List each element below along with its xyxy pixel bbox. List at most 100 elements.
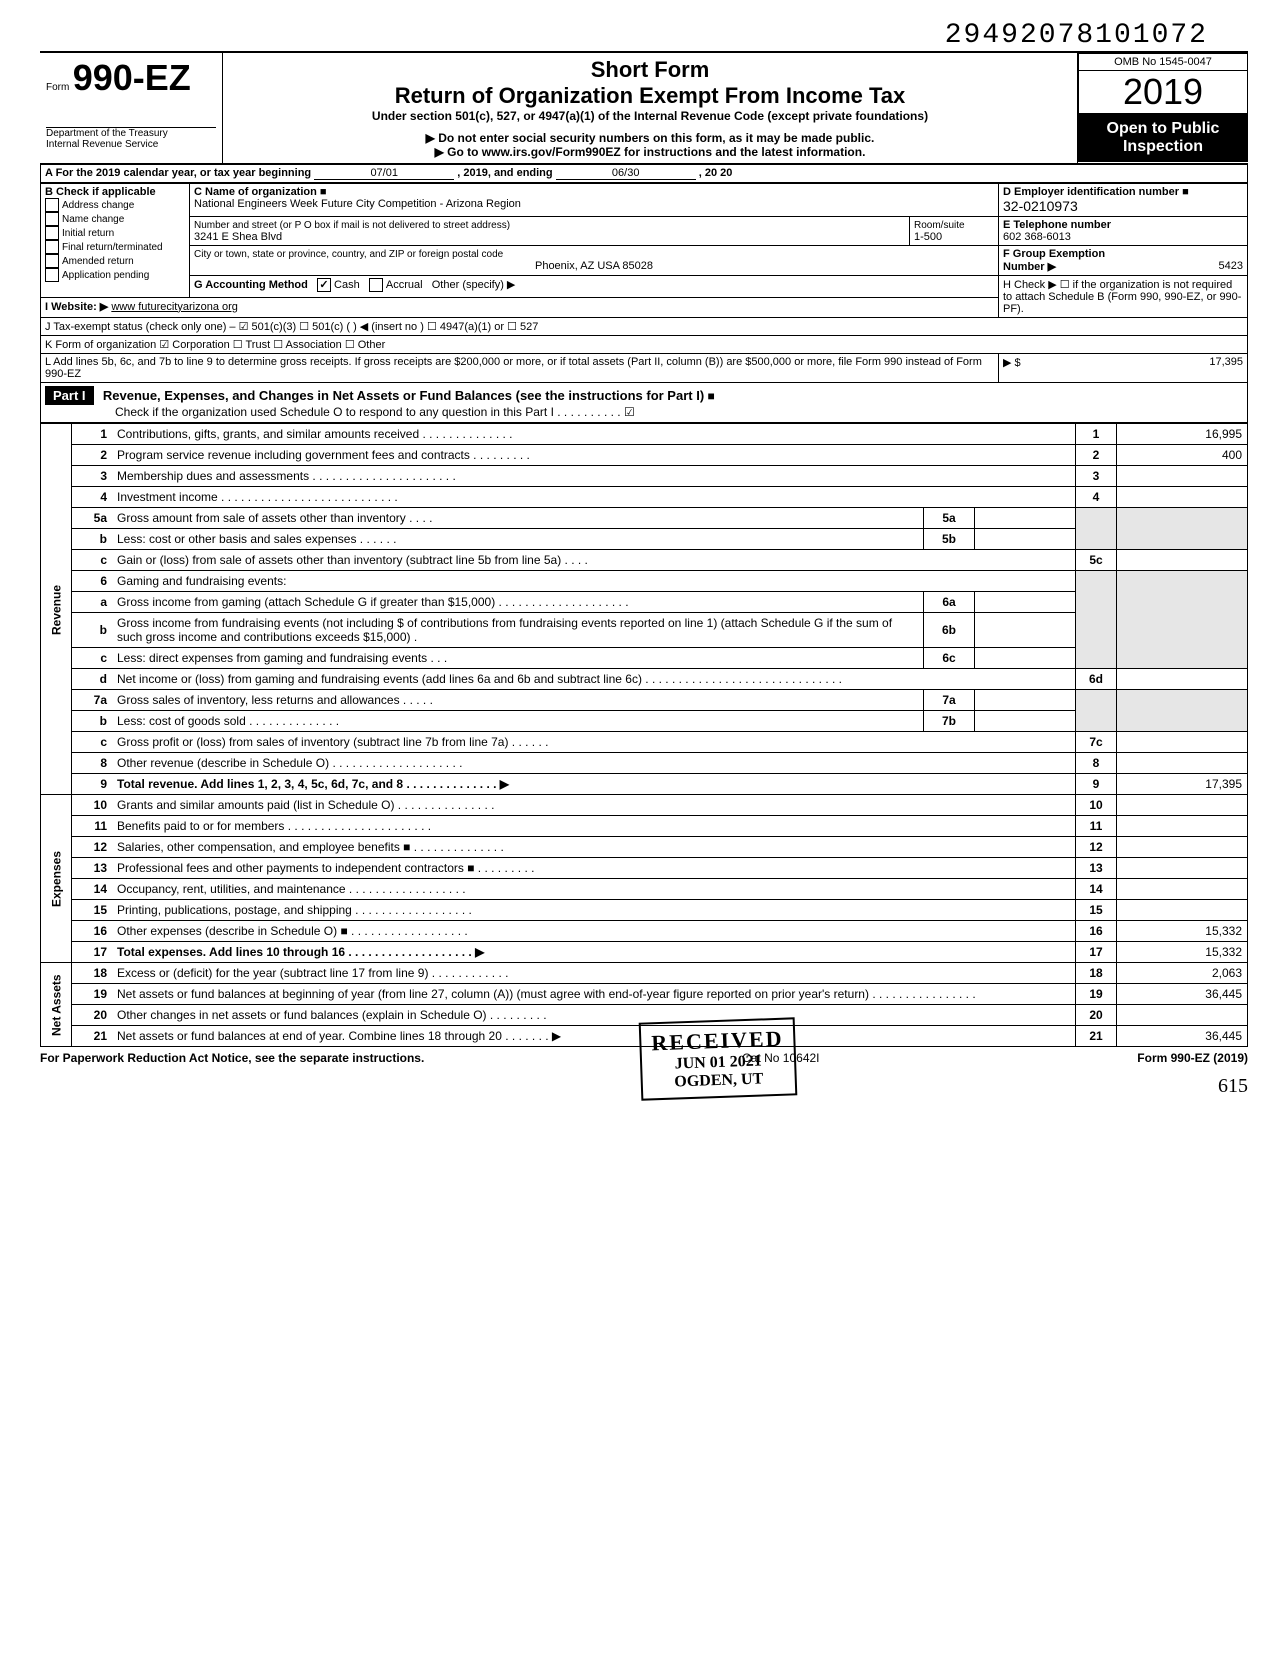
footer-right: Form 990-EZ (2019) bbox=[1137, 1051, 1248, 1065]
ln13-no: 13 bbox=[72, 858, 113, 879]
form-page: 29492078101072 Form 990-EZ Department of… bbox=[0, 0, 1288, 1118]
ln6b-mini: 6b bbox=[924, 613, 975, 648]
ln5a-mval bbox=[975, 508, 1076, 529]
other-specify: Other (specify) ▶ bbox=[432, 279, 516, 291]
ln21-no: 21 bbox=[72, 1026, 113, 1047]
ln17-no: 17 bbox=[72, 942, 113, 963]
pointer-url: ▶ Go to www.irs.gov/Form990EZ for instru… bbox=[229, 145, 1071, 159]
cb-name-change[interactable] bbox=[45, 212, 59, 226]
part1-label: Part I bbox=[45, 386, 94, 405]
ln5c-num: 5c bbox=[1076, 550, 1117, 571]
grey-6-val bbox=[1117, 571, 1248, 669]
ln12-num: 12 bbox=[1076, 837, 1117, 858]
ein-value: 32-0210973 bbox=[1003, 198, 1078, 214]
ln3-desc: Membership dues and assessments . . . . … bbox=[112, 466, 1076, 487]
end-month: 06/30 bbox=[556, 167, 696, 180]
part1-check-o: Check if the organization used Schedule … bbox=[115, 405, 635, 419]
cb-cash[interactable] bbox=[317, 278, 331, 292]
line-a-label: A For the 2019 calendar year, or tax yea… bbox=[45, 167, 311, 179]
ln6-desc: Gaming and fundraising events: bbox=[112, 571, 1076, 592]
ln7c-num: 7c bbox=[1076, 732, 1117, 753]
cb-initial-return[interactable] bbox=[45, 226, 59, 240]
ln10-val bbox=[1117, 795, 1248, 816]
cb-application-pending[interactable] bbox=[45, 268, 59, 282]
ln11-no: 11 bbox=[72, 816, 113, 837]
ln6-no: 6 bbox=[72, 571, 113, 592]
ln11-num: 11 bbox=[1076, 816, 1117, 837]
ln7c-no: c bbox=[72, 732, 113, 753]
ln12-no: 12 bbox=[72, 837, 113, 858]
ln5a-mini: 5a bbox=[924, 508, 975, 529]
ln13-val bbox=[1117, 858, 1248, 879]
ln13-num: 13 bbox=[1076, 858, 1117, 879]
ln14-num: 14 bbox=[1076, 879, 1117, 900]
ln14-desc: Occupancy, rent, utilities, and maintena… bbox=[112, 879, 1076, 900]
cb-label-3: Final return/terminated bbox=[62, 242, 163, 253]
ln7c-desc: Gross profit or (loss) from sales of inv… bbox=[112, 732, 1076, 753]
side-net-assets: Net Assets bbox=[41, 963, 72, 1047]
ln5b-desc: Less: cost or other basis and sales expe… bbox=[112, 529, 924, 550]
grey-5ab-val bbox=[1117, 508, 1248, 550]
cb-label-2: Initial return bbox=[62, 228, 114, 239]
ln3-no: 3 bbox=[72, 466, 113, 487]
cb-accrual[interactable] bbox=[369, 278, 383, 292]
cb-amended-return[interactable] bbox=[45, 254, 59, 268]
ln2-num: 2 bbox=[1076, 445, 1117, 466]
omb-number: OMB No 1545-0047 bbox=[1078, 53, 1248, 71]
ln13-desc: Professional fees and other payments to … bbox=[112, 858, 1076, 879]
cb-address-change[interactable] bbox=[45, 198, 59, 212]
ln14-no: 14 bbox=[72, 879, 113, 900]
ln18-num: 18 bbox=[1076, 963, 1117, 984]
cb-label-5: Application pending bbox=[62, 270, 149, 281]
line-g-label: G Accounting Method bbox=[194, 279, 308, 291]
ln7a-mini: 7a bbox=[924, 690, 975, 711]
ln5a-no: 5a bbox=[72, 508, 113, 529]
ln11-desc: Benefits paid to or for members . . . . … bbox=[112, 816, 1076, 837]
cb-label-0: Address change bbox=[62, 200, 134, 211]
footer-mid: Cat No 10642I bbox=[742, 1051, 819, 1065]
form-number: 990-EZ bbox=[73, 57, 191, 98]
ln18-desc: Excess or (deficit) for the year (subtra… bbox=[112, 963, 1076, 984]
city-label: City or town, state or province, country… bbox=[194, 249, 503, 260]
grey-5ab bbox=[1076, 508, 1117, 550]
ln8-num: 8 bbox=[1076, 753, 1117, 774]
ln20-val bbox=[1117, 1005, 1248, 1026]
tax-year: 2019 bbox=[1078, 71, 1248, 114]
document-number: 29492078101072 bbox=[40, 20, 1248, 51]
ln3-val bbox=[1117, 466, 1248, 487]
ln15-val bbox=[1117, 900, 1248, 921]
cb-final-return[interactable] bbox=[45, 240, 59, 254]
pointer-ssn: ▶ Do not enter social security numbers o… bbox=[229, 131, 1071, 145]
ln6d-desc: Net income or (loss) from gaming and fun… bbox=[112, 669, 1076, 690]
ln20-desc: Other changes in net assets or fund bala… bbox=[112, 1005, 1076, 1026]
ln8-desc: Other revenue (describe in Schedule O) .… bbox=[112, 753, 1076, 774]
room-value: 1-500 bbox=[914, 231, 942, 243]
ln19-num: 19 bbox=[1076, 984, 1117, 1005]
ln10-no: 10 bbox=[72, 795, 113, 816]
line-l-value: 17,395 bbox=[1209, 356, 1243, 368]
ln9-no: 9 bbox=[72, 774, 113, 795]
begin-date: 07/01 bbox=[314, 167, 454, 180]
ln6c-no: c bbox=[72, 648, 113, 669]
street-label: Number and street (or P O box if mail is… bbox=[194, 220, 510, 231]
ln16-num: 16 bbox=[1076, 921, 1117, 942]
ln15-num: 15 bbox=[1076, 900, 1117, 921]
ln7b-desc: Less: cost of goods sold . . . . . . . .… bbox=[112, 711, 924, 732]
ln9-desc: Total revenue. Add lines 1, 2, 3, 4, 5c,… bbox=[112, 774, 1076, 795]
ln6b-no: b bbox=[72, 613, 113, 648]
line-l-arrow: ▶ $ bbox=[1003, 357, 1021, 369]
ln17-num: 17 bbox=[1076, 942, 1117, 963]
ln19-desc: Net assets or fund balances at beginning… bbox=[112, 984, 1076, 1005]
line-h: H Check ▶ ☐ if the organization is not r… bbox=[999, 276, 1248, 318]
ln1-num: 1 bbox=[1076, 424, 1117, 445]
ln5b-mini: 5b bbox=[924, 529, 975, 550]
ln5c-val bbox=[1117, 550, 1248, 571]
ln19-no: 19 bbox=[72, 984, 113, 1005]
part1-table: Revenue 1 Contributions, gifts, grants, … bbox=[40, 423, 1248, 1047]
ln1-no: 1 bbox=[72, 424, 113, 445]
ln21-num: 21 bbox=[1076, 1026, 1117, 1047]
ln14-val bbox=[1117, 879, 1248, 900]
ln9-num: 9 bbox=[1076, 774, 1117, 795]
accrual-label: Accrual bbox=[386, 279, 423, 291]
ln4-desc: Investment income . . . . . . . . . . . … bbox=[112, 487, 1076, 508]
